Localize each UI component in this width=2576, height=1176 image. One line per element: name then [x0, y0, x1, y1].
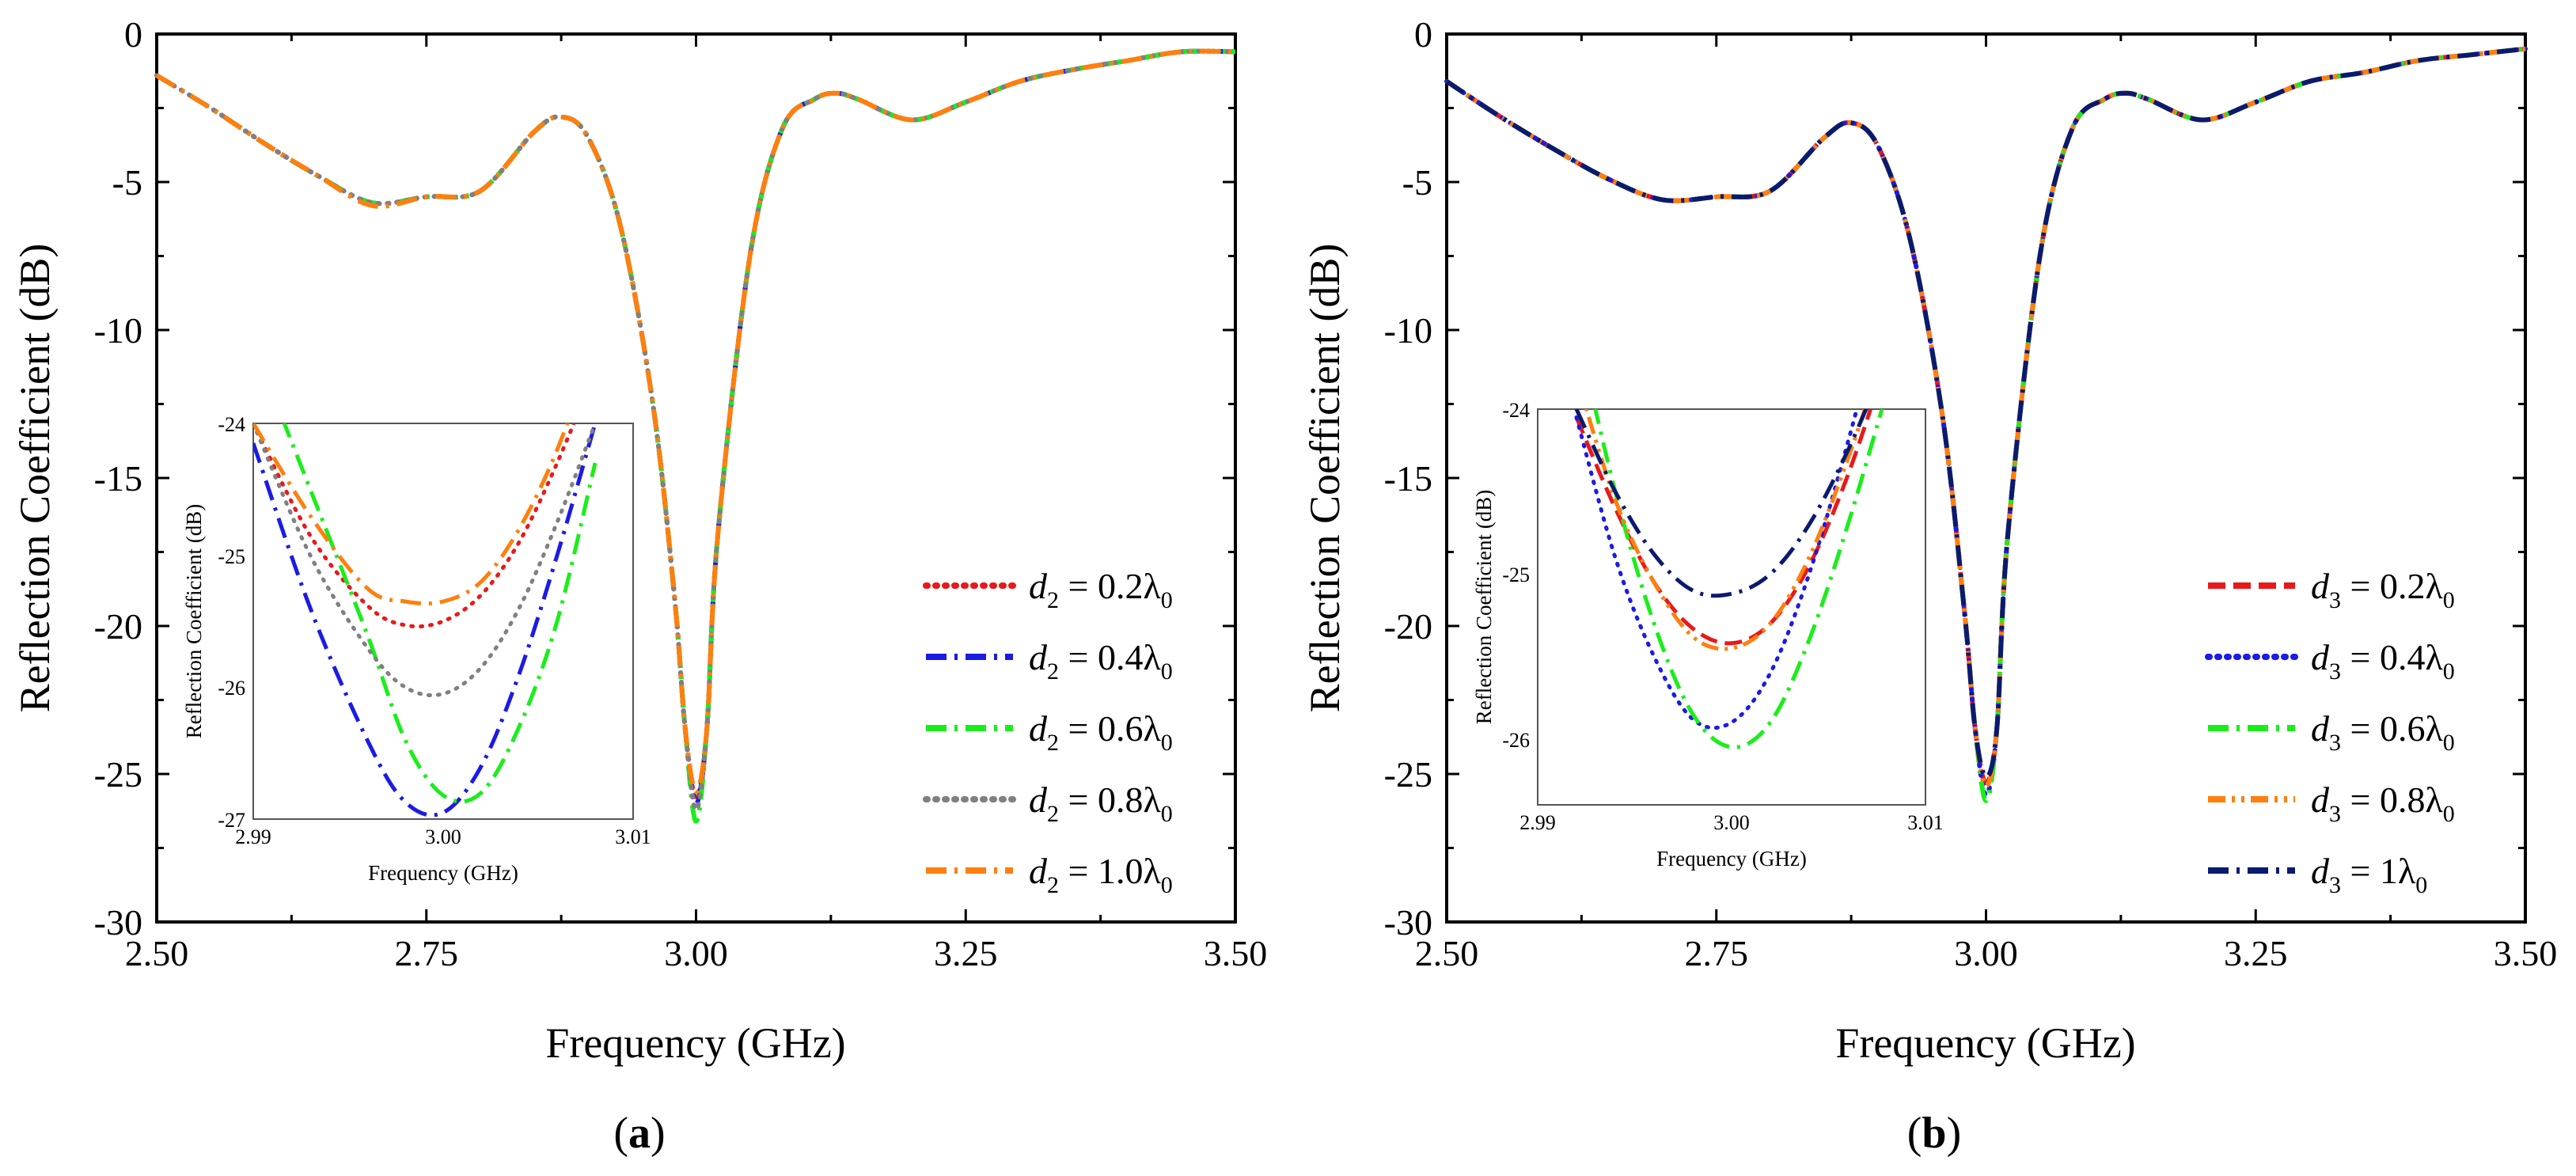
panel-b-legend-entry-3: d3 = 0.8λ0 [2208, 780, 2455, 827]
panel-b-series-line-4 [1445, 46, 2526, 780]
panel-a-y-tick-6: -30 [94, 902, 142, 943]
panel-a-x-tick-1: 2.75 [395, 933, 459, 973]
panel-a-y-tick-1: -5 [112, 162, 142, 203]
panel-a-series-line-2 [155, 48, 1236, 824]
panel-b-y-tick-5: -25 [1384, 754, 1432, 795]
panel-b-x-tick-4: 3.50 [2494, 933, 2558, 973]
panel-a-inset-y-title: Reflection Coefficient (dB) [182, 504, 206, 738]
panel-a-inset-background [252, 423, 634, 820]
panel-a-y-tick-0: 0 [124, 14, 142, 55]
panel-a-legend-label-1: d2 = 0.4λ0 [1029, 637, 1173, 685]
panel-a-x-tick-3: 3.25 [934, 933, 998, 973]
panel-b-legend: d3 = 0.2λ0 d3 = 0.4λ0 d3 = 0.6λ0 d3 = 0.… [2205, 566, 2455, 898]
panel-a-inset-y-tick-0: -24 [218, 413, 245, 436]
panel-a-series-line-4 [155, 48, 1236, 795]
panel-a-legend-label-2: d2 = 0.6λ0 [1029, 708, 1173, 756]
panel-a-inset-x-title: Frequency (GHz) [368, 861, 518, 885]
panel-b-series [1444, 46, 2528, 803]
panel-b-y-axis-title: Reflection Coefficient (dB) [1301, 244, 1349, 713]
panel-b-inset-y-tick-0: -24 [1502, 399, 1530, 422]
panel-a: 2.50 2.75 3.00 3.25 3.50 0 -5 -10 -15 -2… [11, 14, 1267, 1158]
panel-a-label: (a) [613, 1109, 665, 1158]
panel-b-inset: -24 -25 -26 2.99 3.00 3.01 Frequency (GH… [1472, 399, 1944, 871]
panel-a-x-tick-2: 3.00 [664, 933, 728, 973]
panel-b-inset-series-line-4 [1574, 409, 1868, 598]
panel-a-x-tick-4: 3.50 [1204, 933, 1268, 973]
panel-b-x-tick-1: 2.75 [1685, 933, 1749, 973]
panel-a-y-axis-title: Reflection Coefficient (dB) [11, 244, 59, 713]
panel-a-inset-x-tick-1: 3.00 [425, 825, 461, 848]
panel-a-inset-y-tick-2: -26 [218, 677, 245, 700]
panel-b-inset-series-line-0 [1574, 409, 1873, 646]
panel-b-legend-label-3: d3 = 0.8λ0 [2311, 780, 2455, 827]
panel-b-label: (b) [1907, 1109, 1961, 1158]
panel-a-inset-series [253, 423, 598, 818]
panel-a-legend-label-3: d2 = 0.8λ0 [1029, 780, 1173, 827]
panel-a-inset-y-tick-1: -25 [218, 545, 245, 568]
panel-a-y-tick-3: -15 [94, 458, 142, 499]
panel-b-y-tick-6: -30 [1384, 902, 1432, 943]
panel-a-series [154, 48, 1238, 824]
panel-a-inset: -24 -25 -26 -27 2.99 3.00 3.01 Frequency… [182, 413, 651, 885]
panel-b-inset-series [1574, 409, 1884, 749]
panel-a-inset-series-line-3 [253, 423, 598, 697]
panel-a-x-tick-labels: 2.50 2.75 3.00 3.25 3.50 [125, 933, 1268, 973]
panel-a-legend-entry-0: d2 = 0.2λ0 [923, 566, 1173, 613]
panel-a-legend-label-4: d2 = 1.0λ0 [1029, 851, 1173, 898]
panel-b-y-tick-4: -20 [1384, 606, 1432, 647]
panel-a-inset-series-line-4 [253, 423, 570, 606]
panel-b-inset-series-line-3 [1584, 409, 1868, 651]
panel-b-x-tick-3: 3.25 [2224, 933, 2288, 973]
panel-a-inset-series-line-2 [282, 423, 598, 804]
panel-a-x-axis-title: Frequency (GHz) [545, 1019, 845, 1067]
panel-b-x-tick-0: 2.50 [1415, 933, 1479, 973]
panel-a-y-tick-5: -25 [94, 754, 142, 795]
panel-a-legend: d2 = 0.2λ0 d2 = 0.4λ0 d2 = 0.6λ0 d2 = 0.… [923, 566, 1173, 898]
panel-a-label-letter: a [628, 1109, 651, 1158]
panel-b-inset-y-tick-2: -26 [1502, 729, 1530, 752]
panel-b: 2.50 2.75 3.00 3.25 3.50 0 -5 -10 -15 -2… [1301, 14, 2557, 1158]
panel-a-legend-entry-3: d2 = 0.8λ0 [923, 780, 1173, 827]
panel-a-legend-entry-1: d2 = 0.4λ0 [926, 637, 1173, 685]
panel-b-inset-x-tick-2: 3.01 [1907, 811, 1944, 834]
panel-b-x-tick-2: 3.00 [1954, 933, 2018, 973]
panel-b-legend-entry-4: d3 = 1λ0 [2208, 851, 2427, 898]
panel-a-inset-series-line-1 [253, 423, 598, 818]
panel-a-y-tick-2: -10 [94, 310, 142, 351]
panel-a-y-tick-labels: 0 -5 -10 -15 -20 -25 -30 [94, 14, 142, 943]
panel-b-inset-x-title: Frequency (GHz) [1656, 847, 1807, 871]
panel-b-y-tick-1: -5 [1402, 162, 1432, 203]
panel-a-legend-label-0: d2 = 0.2λ0 [1029, 566, 1173, 613]
panel-a-x-tick-0: 2.50 [125, 933, 189, 973]
panel-a-y-tick-4: -20 [94, 606, 142, 647]
panel-b-y-tick-3: -15 [1384, 458, 1432, 499]
panel-a-legend-entry-4: d2 = 1.0λ0 [926, 851, 1173, 898]
panel-b-x-axis-title: Frequency (GHz) [1835, 1019, 2135, 1067]
panel-b-legend-entry-0: d3 = 0.2λ0 [2208, 566, 2455, 613]
panel-b-x-tick-labels: 2.50 2.75 3.00 3.25 3.50 [1415, 933, 2558, 973]
panel-b-inset-x-tick-1: 3.00 [1713, 811, 1750, 834]
panel-b-legend-label-1: d3 = 0.4λ0 [2311, 637, 2455, 685]
panel-b-inset-x-tick-0: 2.99 [1519, 811, 1556, 834]
panel-a-legend-entry-2: d2 = 0.6λ0 [926, 708, 1173, 756]
panel-a-inset-y-tick-3: -27 [218, 809, 245, 832]
panel-a-inset-x-tick-0: 2.99 [235, 825, 271, 848]
panel-b-y-tick-labels: 0 -5 -10 -15 -20 -25 -30 [1384, 14, 1432, 943]
panel-b-legend-entry-2: d3 = 0.6λ0 [2208, 708, 2455, 756]
panel-b-y-tick-2: -10 [1384, 310, 1432, 351]
panel-a-plot-frame [155, 32, 1237, 924]
panel-b-legend-label-0: d3 = 0.2λ0 [2311, 566, 2455, 613]
panel-b-legend-label-2: d3 = 0.6λ0 [2311, 708, 2455, 756]
panel-b-plot-frame [1445, 32, 2527, 924]
panel-b-label-letter: b [1922, 1109, 1946, 1158]
panel-b-legend-entry-1: d3 = 0.4λ0 [2205, 637, 2455, 685]
panel-b-inset-y-tick-1: -25 [1502, 563, 1530, 586]
panel-b-legend-label-4: d3 = 1λ0 [2311, 851, 2427, 898]
panel-a-inset-x-tick-2: 3.01 [615, 825, 651, 848]
panel-b-inset-y-title: Reflection Coefficient (dB) [1472, 490, 1496, 724]
panel-b-y-tick-0: 0 [1414, 14, 1432, 55]
